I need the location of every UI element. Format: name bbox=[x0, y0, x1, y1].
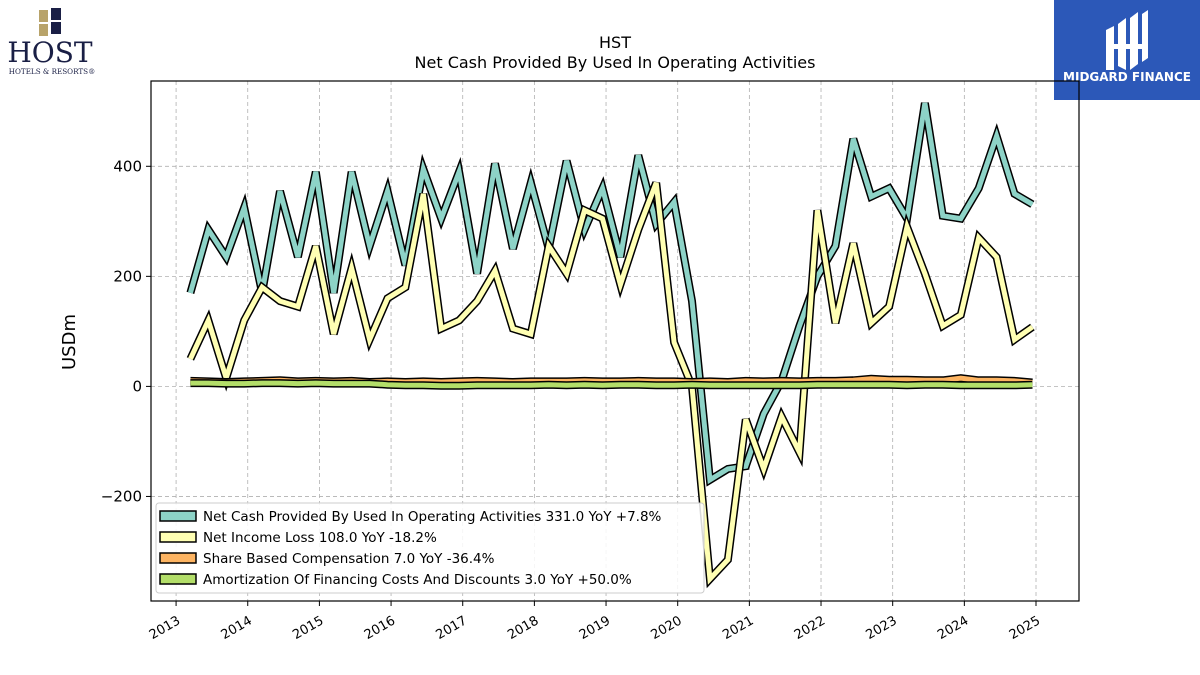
x-tick-label: 2014 bbox=[219, 613, 255, 643]
legend-entry: Net Income Loss 108.0 YoY -18.2% bbox=[203, 530, 437, 546]
x-tick-label: 2015 bbox=[290, 613, 326, 643]
series-lines bbox=[186, 102, 1035, 589]
host-hotels-logo: HOST HOTELS & RESORTS® bbox=[2, 4, 102, 76]
chart-legend: Net Cash Provided By Used In Operating A… bbox=[155, 502, 705, 594]
y-tick-label: 400 bbox=[113, 157, 142, 175]
x-tick-label: 2024 bbox=[935, 613, 971, 643]
series-line-amortization-of-financing-costs-and-discounts bbox=[190, 380, 1033, 389]
host-logo-wordmark: HOST bbox=[7, 36, 93, 69]
midgard-logo-mark bbox=[1106, 10, 1148, 70]
plot-frame bbox=[150, 80, 1080, 602]
legend-swatch bbox=[159, 573, 197, 585]
host-logo-tagline: HOTELS & RESORTS® bbox=[9, 67, 96, 76]
x-tick-label: 2019 bbox=[577, 613, 613, 643]
x-tick-label: 2022 bbox=[792, 613, 828, 643]
x-tick-label: 2016 bbox=[362, 613, 398, 643]
chart-subtitle: Net Cash Provided By Used In Operating A… bbox=[415, 53, 816, 72]
y-tick-label: −200 bbox=[101, 487, 142, 505]
series-line-net-income-loss bbox=[188, 181, 1034, 585]
legend-entry: Share Based Compensation 7.0 YoY -36.4% bbox=[203, 551, 495, 567]
x-tick-label: 2025 bbox=[1007, 613, 1043, 643]
series-line-net-cash-provided-by-used-in-operating-activities bbox=[187, 102, 1034, 485]
legend-box bbox=[155, 502, 705, 594]
y-axis-label: USDm bbox=[59, 314, 80, 370]
x-tick-label: 2021 bbox=[720, 613, 756, 643]
chart-title: HST bbox=[599, 33, 631, 52]
legend-swatch bbox=[159, 552, 197, 564]
y-tick-label: 200 bbox=[113, 267, 142, 285]
legend-entry: Net Cash Provided By Used In Operating A… bbox=[203, 509, 662, 525]
x-tick-label: 2017 bbox=[434, 613, 470, 643]
legend-entry: Amortization Of Financing Costs And Disc… bbox=[203, 572, 632, 588]
midgard-logo-wordmark: MIDGARD FINANCE bbox=[1063, 70, 1191, 84]
x-tick-label: 2023 bbox=[864, 613, 900, 643]
host-logo-mark bbox=[39, 8, 61, 36]
legend-swatch bbox=[159, 531, 197, 543]
y-tick-label: 0 bbox=[132, 377, 142, 395]
x-tick-label: 2013 bbox=[147, 613, 183, 643]
midgard-finance-logo: MIDGARD FINANCE bbox=[1054, 0, 1200, 100]
x-tick-label: 2020 bbox=[649, 613, 685, 643]
legend-swatch bbox=[159, 510, 197, 522]
series-outline-net-cash-provided-by-used-in-operating-activities bbox=[186, 102, 1035, 487]
x-tick-label: 2018 bbox=[505, 613, 541, 643]
